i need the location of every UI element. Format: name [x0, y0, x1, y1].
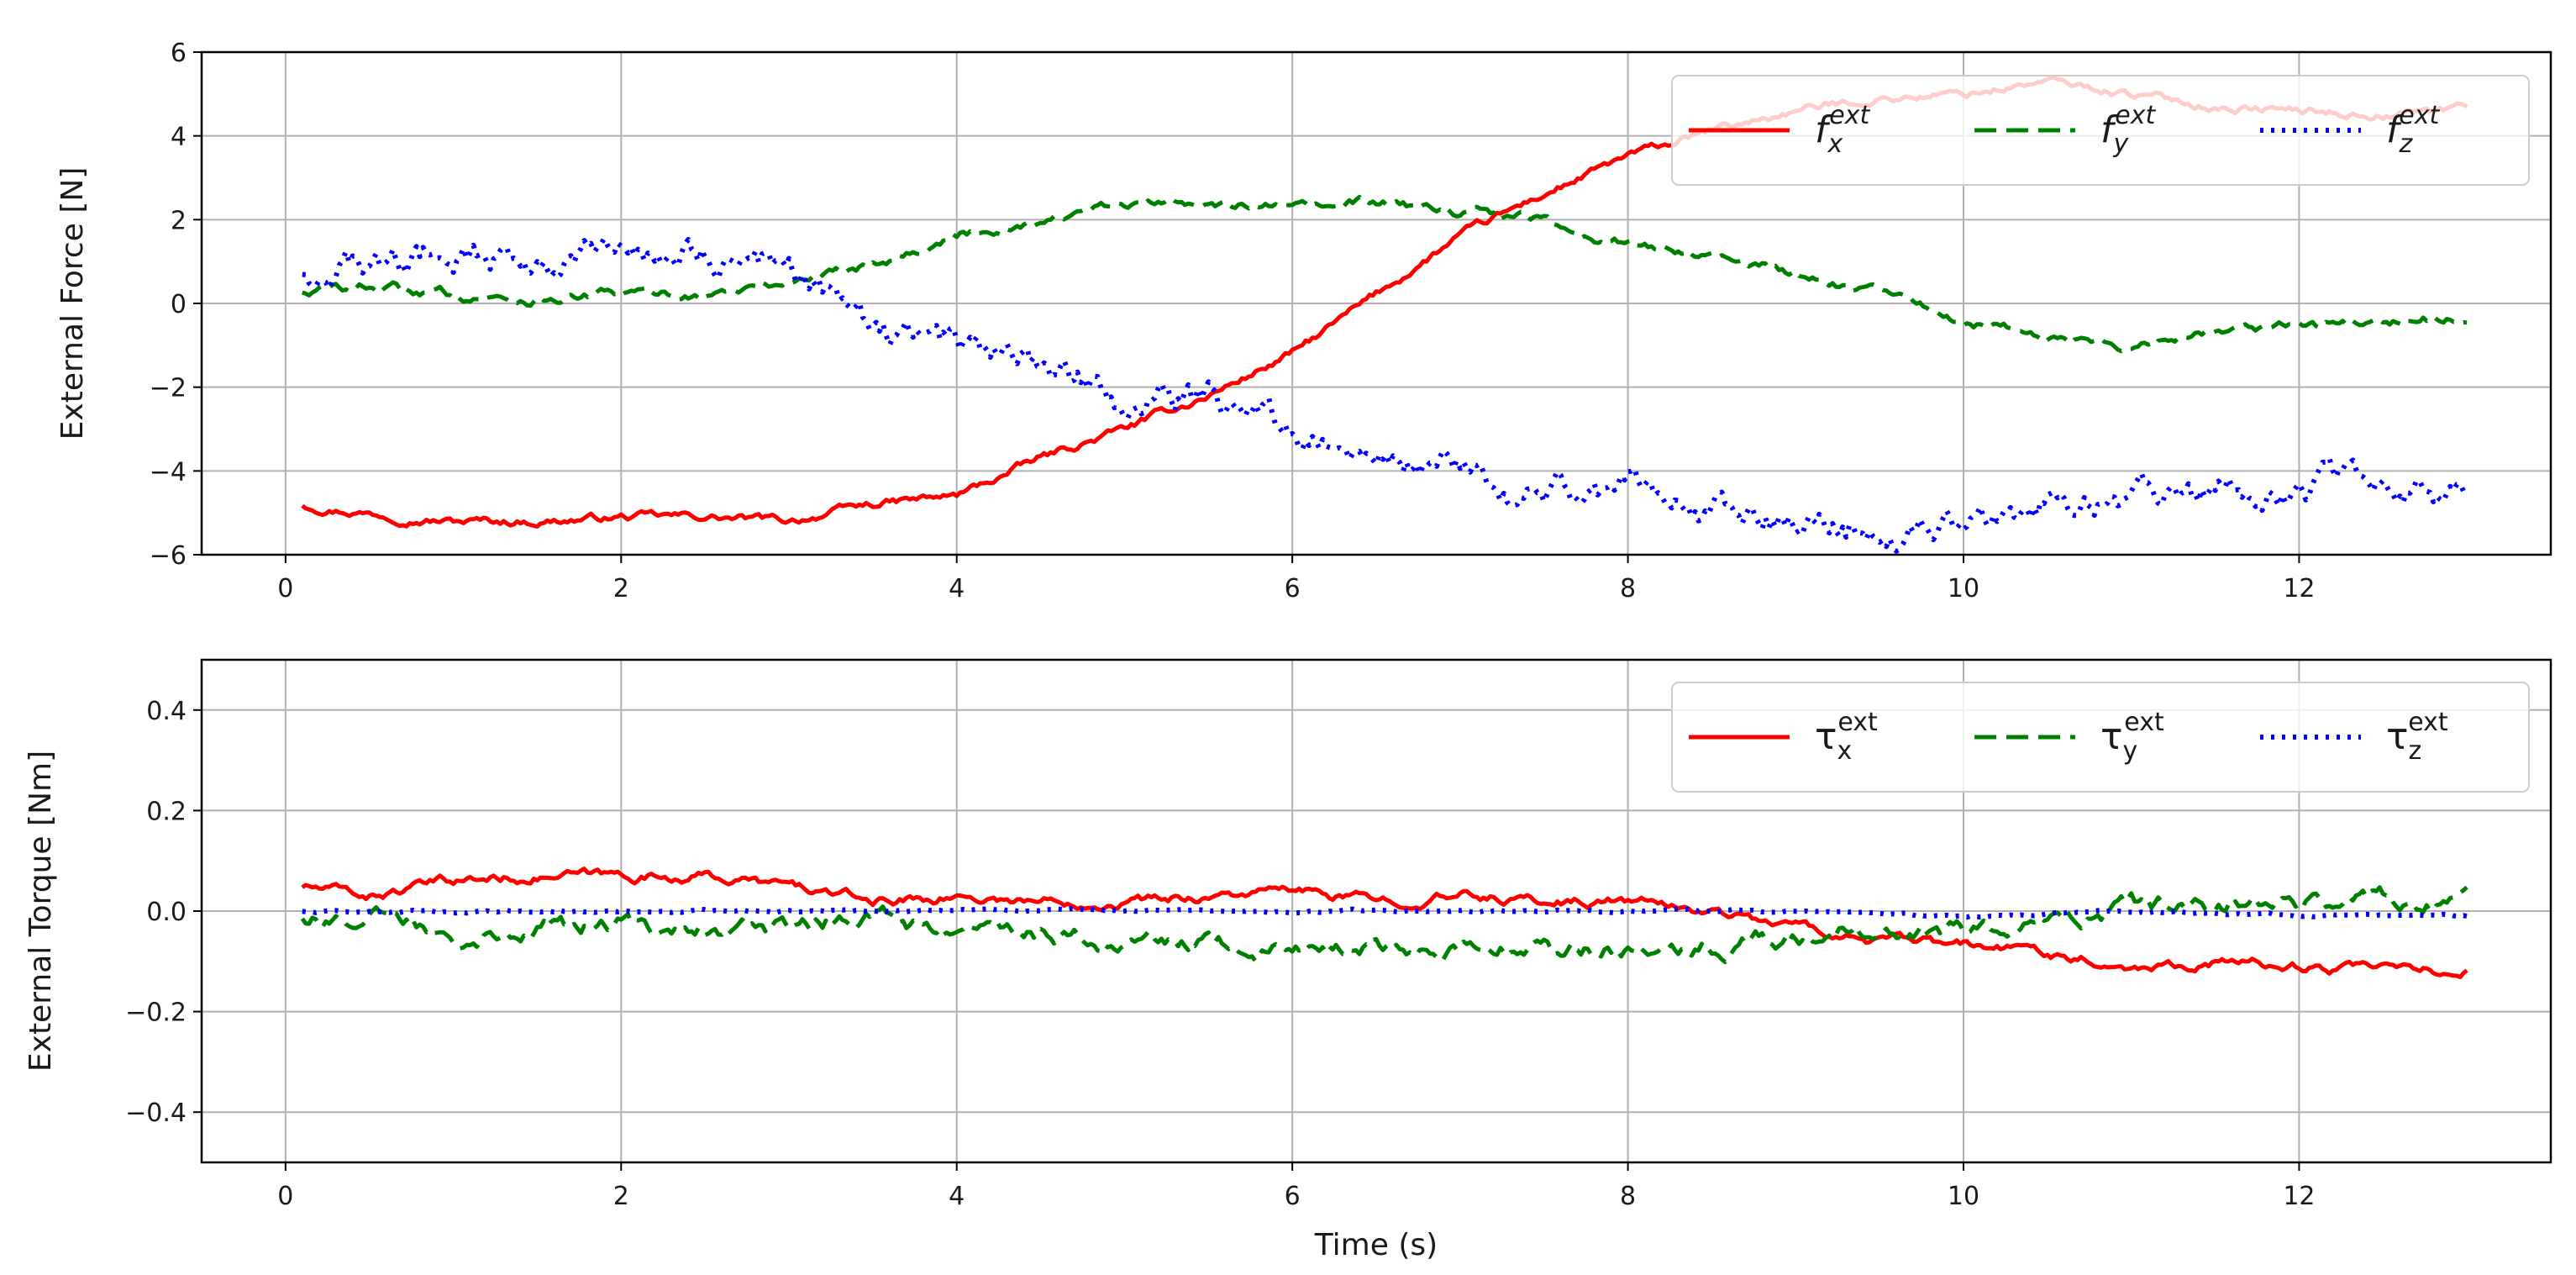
x-tick-label: 0: [277, 1182, 293, 1211]
legend-label-τ_y^ext: τyext: [2100, 708, 2164, 766]
y-tick-label: 0: [171, 290, 187, 319]
legend-label-f_x^ext: fxext: [1815, 101, 1870, 159]
y-axis-label: External Torque [Nm]: [24, 751, 58, 1072]
x-tick-label: 8: [1620, 574, 1636, 603]
legend: τxext τyext τzext: [1671, 682, 2530, 793]
x-tick-label: 6: [1285, 1182, 1301, 1211]
x-tick-label: 2: [613, 574, 629, 603]
legend-label-f_y^ext: fyext: [2100, 101, 2156, 159]
series-line-f_z^ext: [302, 235, 2469, 554]
y-tick-label: 4: [171, 123, 187, 152]
series-line-f_y^ext: [301, 194, 2468, 354]
x-tick-label: 0: [277, 574, 293, 603]
x-tick-label: 4: [949, 1182, 965, 1211]
legend-label-f_z^ext: fzext: [2386, 101, 2440, 159]
legend-box: [1671, 75, 2530, 186]
series-line-τ_x^ext: [301, 867, 2468, 979]
legend-label-τ_x^ext: τxext: [1815, 708, 1878, 766]
torque-panel: 0 2 4 6 8 10 12 −0.4 −0.2 0.0 0.2 0.4 External Torqu…: [24, 658, 2552, 1262]
x-tick-label: 10: [1948, 1182, 1979, 1211]
force-panel: 0 2 4 6 8 10 12 −6 −4 −2 0 2 4 6 External Force [N] fxe…: [55, 39, 2552, 603]
legend-label-τ_z^ext: τzext: [2386, 708, 2448, 766]
x-axis-label: Time (s): [1314, 1228, 1438, 1262]
x-tick-label: 6: [1285, 574, 1301, 603]
y-tick-label: −2: [150, 374, 187, 403]
x-tick-label: 4: [949, 574, 965, 603]
y-axis-label: External Force [N]: [55, 167, 90, 440]
legend: fxext fyext fzext: [1671, 75, 2530, 186]
y-tick-label: 0.2: [146, 797, 187, 826]
legend-box: [1671, 682, 2530, 793]
x-tick-label: 10: [1948, 574, 1979, 603]
series-line-τ_z^ext: [302, 906, 2468, 920]
y-tick-label: −4: [150, 457, 187, 487]
series-line-τ_y^ext: [300, 885, 2468, 965]
y-tick-label: 0.0: [146, 898, 187, 927]
y-tick-label: 2: [171, 206, 187, 235]
y-tick-label: 0.4: [146, 697, 187, 726]
y-tick-label: −0.2: [125, 998, 187, 1028]
y-tick-label: 6: [171, 39, 187, 68]
y-tick-label: −0.4: [125, 1099, 187, 1128]
x-tick-label: 2: [613, 1182, 629, 1211]
x-tick-label: 12: [2283, 1182, 2315, 1211]
x-tick-label: 12: [2283, 574, 2315, 603]
y-tick-label: −6: [150, 541, 187, 571]
series-group: [300, 867, 2468, 979]
x-tick-label: 8: [1620, 1182, 1636, 1211]
